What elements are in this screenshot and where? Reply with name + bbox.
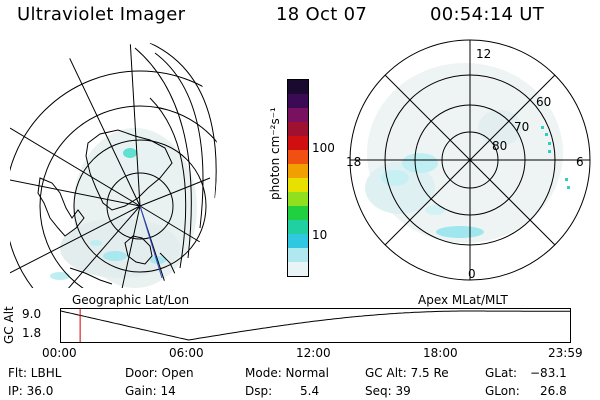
colorbar-band bbox=[288, 122, 308, 137]
geographic-map bbox=[10, 43, 218, 288]
colorbar-band bbox=[288, 262, 308, 277]
time-readout: 00:54:14 UT bbox=[430, 4, 545, 25]
colorbar-tick-100: 100 bbox=[312, 141, 335, 155]
filter-readout: Flt: LBHL bbox=[8, 366, 62, 380]
colorbar-band bbox=[288, 94, 308, 109]
mag-mlt-grid bbox=[350, 40, 590, 280]
date-readout: 18 Oct 07 bbox=[276, 4, 368, 25]
app-title: Ultraviolet Imager bbox=[17, 4, 186, 25]
mag-emission-field bbox=[365, 63, 570, 243]
timeline-frame bbox=[60, 308, 571, 343]
mlt-label-0: 0 bbox=[468, 267, 476, 281]
colorbar-unit-label: photon cm⁻²s⁻¹ bbox=[268, 107, 282, 200]
glon-label: GLon: bbox=[485, 384, 520, 398]
colorbar-band bbox=[288, 206, 308, 221]
timeline-xtick-1800: 18:00 bbox=[423, 346, 458, 360]
timeline-xtick-1200: 12:00 bbox=[296, 346, 331, 360]
dsp-label: Dsp: bbox=[245, 384, 273, 398]
dsp-value: 5.4 bbox=[300, 384, 320, 398]
gain-readout: Gain: 14 bbox=[125, 384, 176, 398]
mlt-label-6: 6 bbox=[576, 155, 584, 169]
geo-emission-field bbox=[50, 128, 197, 288]
magnetic-polar-plot: 12 18 6 0 60 70 80 bbox=[346, 39, 591, 281]
colorbar-band bbox=[288, 220, 308, 235]
colorbar-band bbox=[288, 164, 308, 179]
orbit-altitude-curve bbox=[60, 310, 571, 341]
geographic-panel-label: Geographic Lat/Lon bbox=[72, 293, 190, 307]
glat-value: −83.1 bbox=[530, 366, 567, 380]
colorbar-band bbox=[288, 108, 308, 123]
colorbar-band bbox=[288, 192, 308, 207]
mlat-label-80: 80 bbox=[492, 139, 507, 153]
ip-readout: IP: 36.0 bbox=[8, 384, 54, 398]
colorbar-band bbox=[288, 80, 308, 95]
timeline-ylabel: GC Alt bbox=[2, 306, 16, 344]
mlat-label-70: 70 bbox=[514, 120, 529, 134]
geo-noon-meridian bbox=[139, 205, 163, 279]
geo-meridians bbox=[10, 43, 211, 288]
timeline-xtick-0000: 00:00 bbox=[42, 346, 77, 360]
colorbar-gradient bbox=[288, 80, 308, 277]
colorbar-tick-10: 10 bbox=[312, 228, 328, 242]
colorbar-band bbox=[288, 150, 308, 165]
timeline-ytick-1-8: 1.8 bbox=[22, 326, 42, 340]
glat-label: GLat: bbox=[485, 366, 518, 380]
timeline-ytick-9: 9.0 bbox=[22, 307, 42, 321]
magnetic-panel-label: Apex MLat/MLT bbox=[418, 293, 508, 307]
geo-limb-arcs bbox=[134, 43, 217, 269]
geo-coastlines bbox=[37, 129, 177, 285]
mlt-label-12: 12 bbox=[476, 47, 491, 61]
colorbar bbox=[287, 79, 309, 277]
mlt-label-18: 18 bbox=[346, 155, 361, 169]
mlat-label-60: 60 bbox=[536, 95, 551, 109]
colorbar-band bbox=[288, 234, 308, 249]
door-readout: Door: Open bbox=[125, 366, 194, 380]
timeline-xtick-0600: 06:00 bbox=[169, 346, 204, 360]
glon-value: 26.8 bbox=[540, 384, 567, 398]
colorbar-band bbox=[288, 248, 308, 263]
timeline-xtick-2359: 23:59 bbox=[548, 346, 583, 360]
gc-altitude-readout: GC Alt: 7.5 Re bbox=[365, 366, 449, 380]
orbit-timeline bbox=[60, 308, 571, 343]
colorbar-band bbox=[288, 178, 308, 193]
colorbar-band bbox=[288, 136, 308, 151]
mag-labels: 12 18 6 0 60 70 80 bbox=[346, 47, 584, 281]
mode-readout: Mode: Normal bbox=[245, 366, 329, 380]
sequence-readout: Seq: 39 bbox=[365, 384, 411, 398]
